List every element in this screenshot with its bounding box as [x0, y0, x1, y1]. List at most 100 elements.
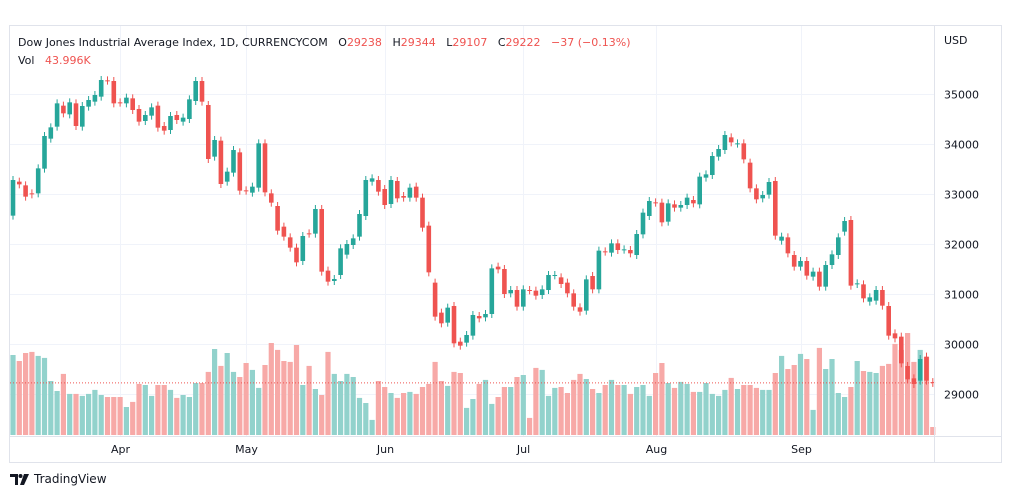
volume-bar: [571, 379, 577, 435]
candle-body: [691, 200, 696, 204]
candle-body: [514, 290, 520, 307]
volume-bar: [325, 351, 331, 435]
legend-ohlc-row: Dow Jones Industrial Average Index, 1D, …: [18, 34, 631, 52]
x-tick-label: May: [235, 443, 258, 456]
volume-bar: [489, 403, 495, 435]
candle-body: [703, 174, 709, 178]
open-label: O: [338, 36, 347, 49]
low-value: 29107: [452, 36, 488, 49]
candle-body: [432, 282, 438, 317]
volume-bar: [646, 395, 652, 435]
volume-bar: [293, 345, 300, 435]
volume-bar: [199, 383, 205, 435]
volume-bar: [508, 387, 514, 435]
x-tick-label: Jun: [376, 443, 394, 456]
candle-body: [445, 307, 450, 323]
volume-bar: [823, 369, 829, 435]
candle-body: [584, 279, 589, 311]
candle-body: [426, 225, 432, 273]
y-tick-label: 29000: [944, 389, 979, 402]
volume-bar: [709, 393, 715, 435]
candle-body: [218, 140, 224, 184]
candle-body: [867, 297, 873, 302]
volume-bar: [186, 397, 192, 435]
candle-body: [791, 255, 797, 267]
volume-bar: [772, 373, 778, 435]
symbol-title[interactable]: Dow Jones Industrial Average Index, 1D, …: [18, 36, 328, 49]
volume-bar: [205, 371, 211, 435]
volume-bar: [212, 349, 218, 435]
candle-body: [224, 171, 230, 182]
candle-body: [451, 306, 457, 344]
volume-value: 43.996K: [44, 54, 91, 67]
volume-bar: [602, 385, 608, 435]
volume-bar: [596, 393, 602, 435]
volume-bar: [193, 383, 199, 435]
candle-body: [413, 186, 419, 198]
candle-body: [407, 187, 413, 198]
x-tick-label: Aug: [646, 443, 667, 456]
volume-bar: [312, 389, 318, 435]
candle-body: [80, 106, 85, 127]
volume-bar: [671, 387, 678, 435]
volume-bar: [256, 387, 262, 435]
candle-body: [640, 212, 646, 235]
volume-bar: [451, 371, 457, 435]
volume-bar: [684, 383, 690, 435]
volume-bar: [237, 377, 243, 435]
volume-bar: [917, 349, 923, 435]
candle-body: [10, 180, 16, 216]
volume-bar: [54, 391, 60, 435]
candle-body: [54, 103, 60, 127]
candle-body: [577, 307, 583, 312]
candle-body: [212, 140, 217, 157]
candle-body: [237, 152, 243, 191]
candle-body: [754, 188, 759, 200]
price-axis[interactable]: 35000 34000 33000 32000 31000 30000 29000: [944, 89, 979, 402]
candle-body: [489, 268, 495, 314]
candle-body: [533, 290, 539, 296]
candle-body: [571, 293, 576, 307]
candle-body: [369, 178, 375, 182]
volume-bar: [779, 355, 785, 435]
volume-bar: [394, 397, 400, 435]
candle-body: [136, 109, 142, 122]
x-tick-label: Jul: [516, 443, 530, 456]
volume-bar: [697, 391, 703, 435]
volume-bar: [249, 369, 255, 435]
volume-bar: [741, 385, 747, 435]
change-value: −37 (−0.13%): [551, 36, 631, 49]
time-axis[interactable]: Apr May Jun Jul Aug Sep: [111, 443, 812, 456]
volume-bar: [369, 419, 375, 435]
candle-body: [35, 168, 41, 194]
candle-body: [521, 289, 526, 307]
candle-body: [275, 206, 280, 231]
tradingview-link[interactable]: TradingView: [10, 472, 107, 486]
candle-body: [590, 276, 595, 290]
candle-body: [697, 176, 702, 205]
volume-bar: [690, 391, 696, 435]
candle-body: [628, 250, 633, 254]
volume-bar: [665, 383, 671, 435]
candle-body: [199, 81, 205, 102]
volume-bar: [621, 385, 627, 435]
candle-body: [382, 189, 387, 205]
volume-bar: [860, 371, 867, 435]
candle-body: [892, 333, 898, 339]
volume-bar: [136, 383, 142, 435]
close-label: C: [497, 36, 506, 49]
volume-bar: [382, 387, 388, 435]
volume-bar: [48, 381, 54, 435]
candle-body: [42, 136, 47, 169]
volume-bar: [520, 375, 526, 435]
volume-bar: [10, 355, 16, 435]
volume-bar: [848, 387, 854, 435]
candle-body: [873, 290, 879, 301]
candle-body: [842, 221, 847, 232]
candle-body: [924, 356, 929, 381]
volume-bar: [854, 361, 860, 435]
candle-body: [552, 275, 558, 276]
candle-body: [130, 98, 135, 110]
candle-body: [917, 359, 923, 381]
